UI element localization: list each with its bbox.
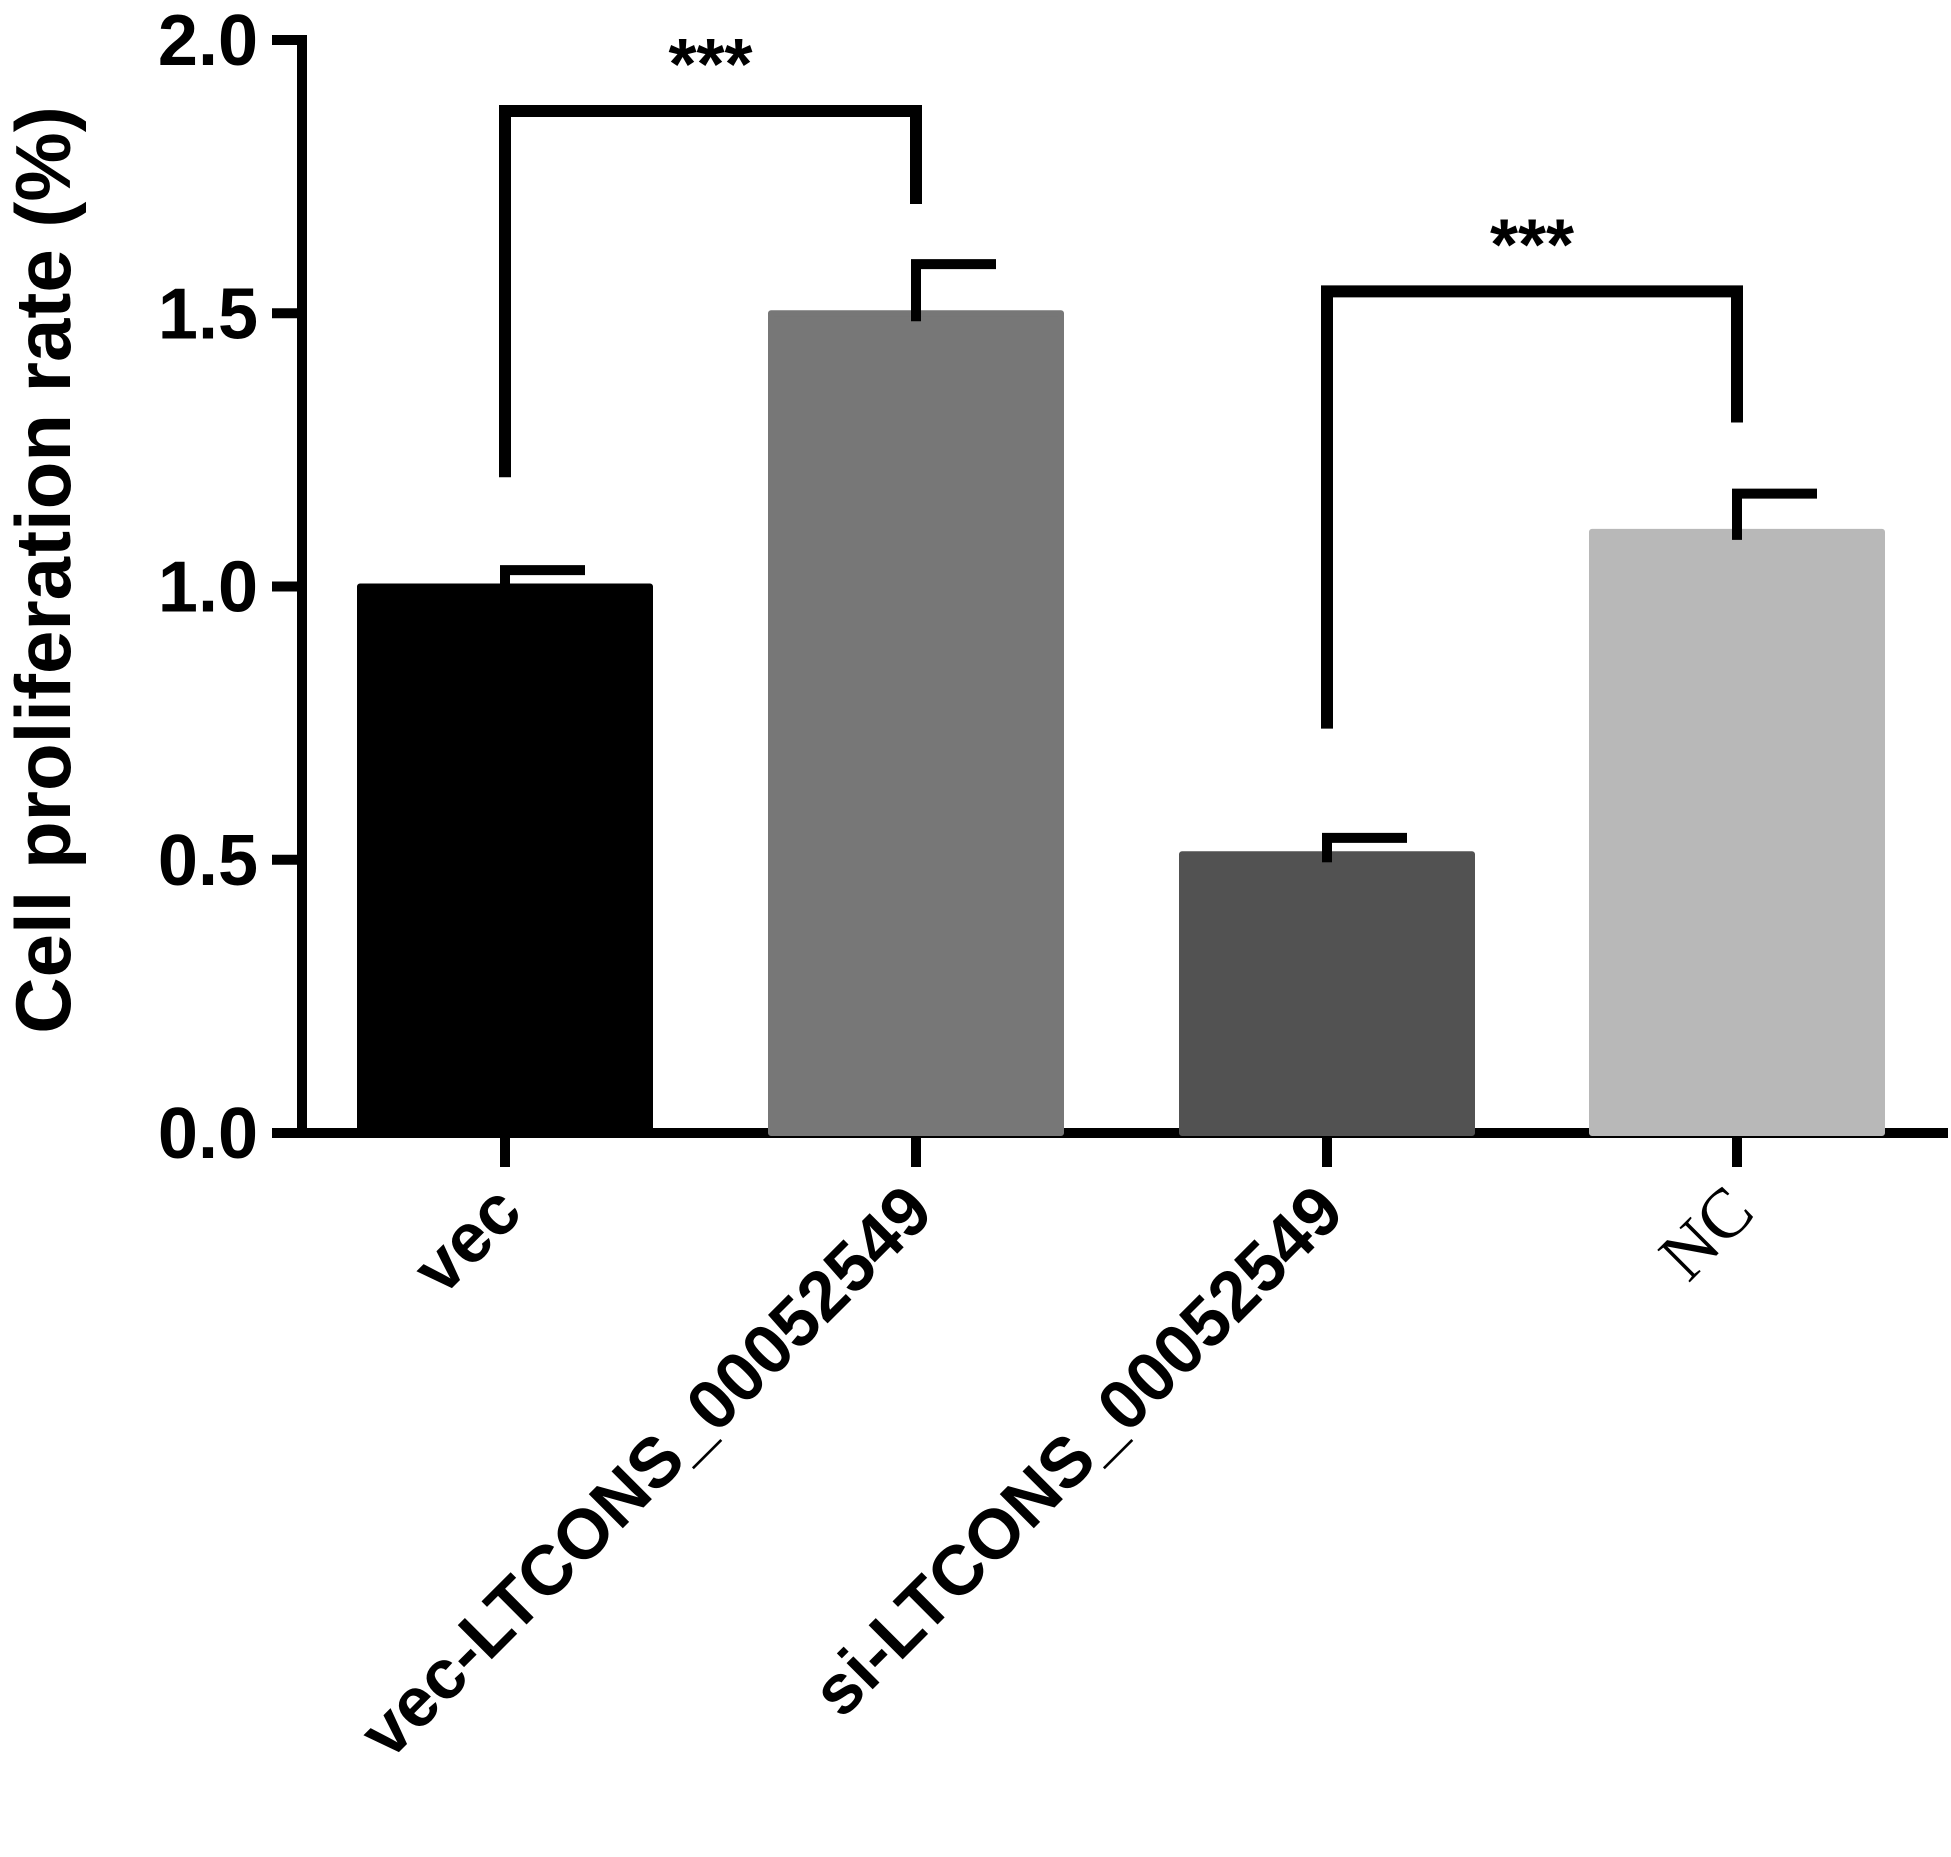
y-tick-label: 1.0 — [158, 548, 258, 628]
x-tick-label: vec — [398, 1170, 536, 1308]
significance-bracket — [1321, 285, 1743, 729]
significance-label: *** — [668, 25, 752, 105]
significance-label: *** — [1490, 205, 1574, 285]
significance-brackets: *** *** — [499, 25, 1743, 729]
y-tick-label: 0.5 — [158, 821, 258, 901]
bar — [1179, 851, 1475, 1136]
y-axis-title-group: Cell proliferation rate (%) — [0, 106, 87, 1033]
error-bars — [500, 259, 1817, 863]
y-tick-label: 2.0 — [158, 1, 258, 81]
y-tick-label: 1.5 — [158, 274, 258, 354]
bar — [357, 583, 653, 1136]
bars — [357, 310, 1885, 1136]
x-tick-label: NC — [1645, 1172, 1768, 1295]
y-tick-label: 0.0 — [158, 1094, 258, 1174]
y-axis-title: Cell proliferation rate (%) — [0, 106, 87, 1033]
significance-bracket — [499, 105, 922, 478]
bar — [1589, 528, 1885, 1136]
bar — [768, 310, 1064, 1136]
x-tick-labels: vecvec-LTCONS_00052549si-LTCONS_00052549… — [345, 1170, 1768, 1772]
